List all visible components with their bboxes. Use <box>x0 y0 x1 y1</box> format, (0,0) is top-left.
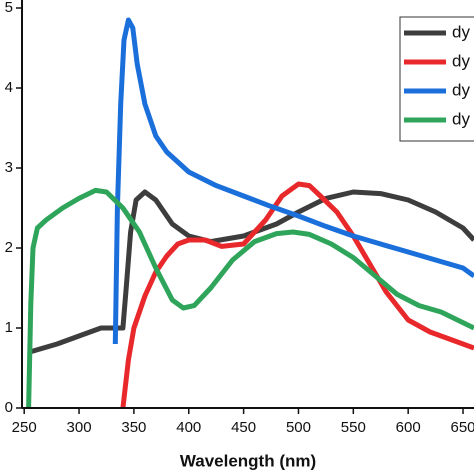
series-line <box>26 187 474 408</box>
x-tick-label: 450 <box>231 419 256 436</box>
x-tick-label: 250 <box>12 419 37 436</box>
series-line <box>112 17 474 345</box>
x-tick-label: 650 <box>451 419 474 436</box>
y-tick-label: 3 <box>5 159 13 176</box>
x-axis-label: Wavelength (nm) <box>180 451 316 470</box>
x-tick-label: 550 <box>341 419 366 436</box>
x-tick-label: 400 <box>176 419 201 436</box>
y-tick-label: 1 <box>5 319 13 336</box>
legend-label: dy <box>452 22 470 41</box>
legend-label: dy <box>452 80 470 99</box>
x-tick-label: 600 <box>396 419 421 436</box>
series-line <box>28 189 474 355</box>
plot <box>26 17 474 408</box>
x-tick-label: 300 <box>67 419 92 436</box>
y-tick-label: 5 <box>5 0 13 16</box>
legend-label: dy <box>452 51 470 70</box>
y-tick-label: 0 <box>5 399 13 416</box>
y-tick-label: 2 <box>5 239 13 256</box>
y-tick-label: 4 <box>5 79 13 96</box>
legend-label: dy <box>452 109 470 128</box>
x-tick-label: 350 <box>121 419 146 436</box>
x-tick-label: 500 <box>286 419 311 436</box>
